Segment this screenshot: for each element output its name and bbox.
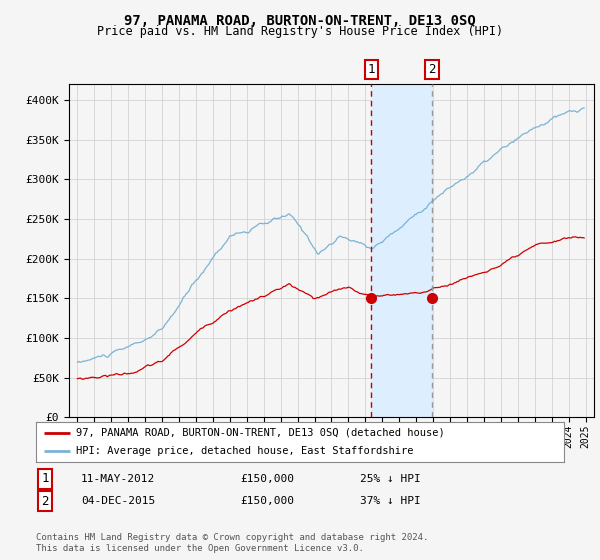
Text: £150,000: £150,000 (240, 474, 294, 484)
Text: £150,000: £150,000 (240, 496, 294, 506)
Text: HPI: Average price, detached house, East Staffordshire: HPI: Average price, detached house, East… (76, 446, 413, 456)
Text: This data is licensed under the Open Government Licence v3.0.: This data is licensed under the Open Gov… (36, 544, 364, 553)
Text: 97, PANAMA ROAD, BURTON-ON-TRENT, DE13 0SQ: 97, PANAMA ROAD, BURTON-ON-TRENT, DE13 0… (124, 14, 476, 28)
Text: 1: 1 (41, 472, 49, 486)
Text: 04-DEC-2015: 04-DEC-2015 (81, 496, 155, 506)
Text: 37% ↓ HPI: 37% ↓ HPI (360, 496, 421, 506)
Text: 2: 2 (41, 494, 49, 508)
Text: Price paid vs. HM Land Registry's House Price Index (HPI): Price paid vs. HM Land Registry's House … (97, 25, 503, 38)
Text: 1: 1 (368, 63, 375, 76)
Text: 25% ↓ HPI: 25% ↓ HPI (360, 474, 421, 484)
Text: 11-MAY-2012: 11-MAY-2012 (81, 474, 155, 484)
Text: 97, PANAMA ROAD, BURTON-ON-TRENT, DE13 0SQ (detached house): 97, PANAMA ROAD, BURTON-ON-TRENT, DE13 0… (76, 428, 445, 437)
Text: Contains HM Land Registry data © Crown copyright and database right 2024.: Contains HM Land Registry data © Crown c… (36, 533, 428, 542)
Text: 2: 2 (428, 63, 436, 76)
Bar (371, 84, 432, 417)
